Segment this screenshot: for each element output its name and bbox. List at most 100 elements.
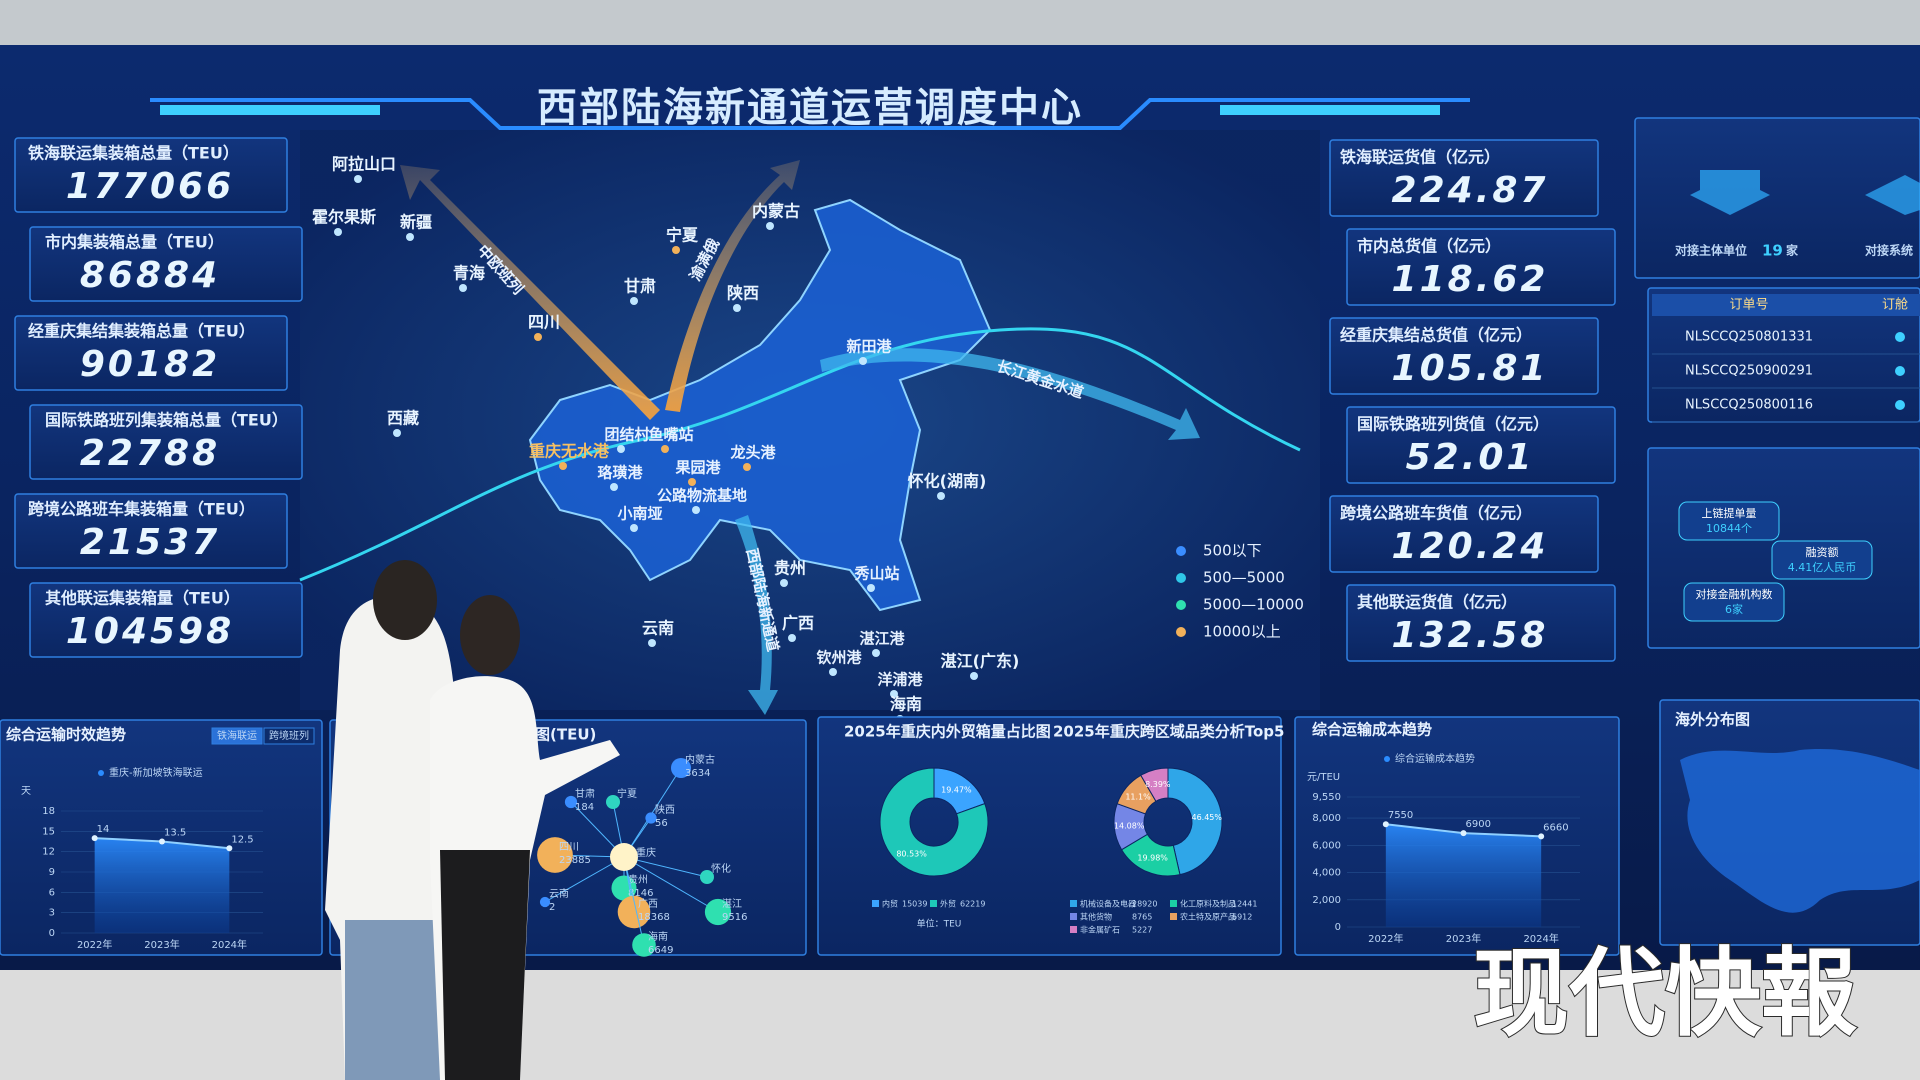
y-tick-label: 6 xyxy=(49,887,55,898)
legend-label: 500以下 xyxy=(1203,542,1262,560)
kpi-label: 国际铁路班列集装箱总量（TEU） xyxy=(45,411,288,430)
place-label: 果园港 xyxy=(674,459,721,477)
y-tick-label: 9 xyxy=(49,867,55,878)
node-value: 56 xyxy=(655,818,668,829)
icon xyxy=(1690,170,1770,215)
node-value: 3634 xyxy=(685,768,710,779)
place-dot xyxy=(937,492,945,500)
pie-slice xyxy=(879,767,989,877)
place-label: 小南垭 xyxy=(617,505,662,523)
legend-label: 重庆-新加坡铁海联运 xyxy=(109,766,203,779)
legend-label: 外贸 xyxy=(940,899,956,909)
kpi-label: 其他联运货值（亿元） xyxy=(1357,593,1517,612)
node-value: 184 xyxy=(575,802,594,813)
legend-swatch xyxy=(872,900,879,907)
link xyxy=(623,856,708,878)
kpi-value: 22788 xyxy=(80,433,220,474)
slice-label: 19.98% xyxy=(1137,853,1168,862)
pie-slice xyxy=(1167,767,1223,876)
legend-label: 化工原料及制品 xyxy=(1180,899,1236,909)
node-value: 6649 xyxy=(648,945,673,956)
x-tick-label: 2022年 xyxy=(1368,932,1403,945)
place-dot xyxy=(559,462,567,470)
node-value: 6家 xyxy=(1725,602,1743,616)
place-dot xyxy=(406,233,414,241)
order-id: NLSCCQ250801331 xyxy=(1685,330,1813,345)
kpi-label: 其他联运集装箱量（TEU） xyxy=(45,589,240,608)
network-node xyxy=(700,870,714,884)
table-head: 订舱 xyxy=(1882,298,1908,313)
area xyxy=(94,838,230,933)
network-node xyxy=(617,895,651,929)
panel xyxy=(1346,228,1616,306)
kpi-label: 经重庆集结集装箱总量（TEU） xyxy=(28,322,255,341)
legend-swatch xyxy=(1070,900,1077,907)
toggle xyxy=(1895,366,1905,376)
tab-label: 跨境班列 xyxy=(269,729,309,742)
legend-label: 内贸 xyxy=(882,899,898,909)
kpi-value: 21537 xyxy=(80,522,220,563)
place-label: 龙头港 xyxy=(729,444,776,462)
node-name: 云南 xyxy=(549,887,569,900)
panel xyxy=(14,137,288,213)
legend-swatch xyxy=(1070,913,1077,920)
place-label: 珞璜港 xyxy=(597,464,643,482)
place-dot xyxy=(872,649,880,657)
node-value: 9516 xyxy=(722,912,747,923)
legend-value: 8765 xyxy=(1132,913,1152,922)
y-tick-label: 18 xyxy=(42,806,55,817)
network-node xyxy=(564,795,578,809)
legend-dot xyxy=(1176,627,1186,637)
node-name: 湛江 xyxy=(722,898,742,910)
order-id: NLSCCQ250800116 xyxy=(1685,398,1813,413)
place-label: 甘肃 xyxy=(624,277,656,296)
y-tick-label: 15 xyxy=(42,826,55,837)
place-label: 阿拉山口 xyxy=(332,155,396,174)
legend-dot xyxy=(1176,573,1186,583)
panel xyxy=(1634,117,1920,279)
chart-title: 2025年重庆内外贸箱量占比图 xyxy=(844,723,1051,741)
place-label: 湛江(广东) xyxy=(941,652,1020,671)
legend-value: 62219 xyxy=(960,900,985,909)
place-label: 重庆无水港 xyxy=(529,442,610,461)
place-label: 四川 xyxy=(528,313,560,332)
floor xyxy=(0,965,1920,1080)
panel-title: 海外分布图 xyxy=(1675,711,1750,729)
slice-label: 80.53% xyxy=(896,849,927,858)
node-name: 陕西 xyxy=(655,803,675,816)
place-dot xyxy=(672,246,680,254)
y-tick-label: 12 xyxy=(42,847,55,858)
place-dot xyxy=(648,639,656,647)
point xyxy=(159,838,165,845)
order-id: NLSCCQ250900291 xyxy=(1685,364,1813,379)
kpi-value: 224.87 xyxy=(1392,170,1549,211)
network-node xyxy=(539,896,551,908)
node-label: 对接金融机构数 xyxy=(1696,587,1773,601)
place-dot xyxy=(890,690,898,698)
network-node xyxy=(704,898,732,926)
kpi-value: 90182 xyxy=(80,344,220,385)
value-label: 6900 xyxy=(1466,819,1491,830)
legend-label: 500—5000 xyxy=(1203,569,1285,587)
place-dot xyxy=(393,429,401,437)
panel xyxy=(29,404,303,480)
kpi-label: 经重庆集结总货值（亿元） xyxy=(1340,326,1532,345)
y-tick-label: 2,000 xyxy=(1312,895,1341,906)
x-tick-label: 2022年 xyxy=(77,938,112,951)
place-dot xyxy=(459,284,467,292)
legend-label: 10000以上 xyxy=(1203,623,1281,641)
pie-slice xyxy=(1140,767,1169,802)
place-dot xyxy=(788,634,796,642)
kpi-value: 86884 xyxy=(80,255,220,296)
node-name: 怀化 xyxy=(711,862,731,875)
value-label: 14 xyxy=(97,824,110,835)
value-label: 12.5 xyxy=(231,834,253,845)
legend-label: 非金属矿石 xyxy=(1080,925,1120,935)
value-label: 13.5 xyxy=(164,828,186,839)
value-label: 6660 xyxy=(1543,822,1568,833)
y-tick-label: 3 xyxy=(49,908,55,919)
chart-title: 2025年重庆跨区域品类分析Top5 xyxy=(1053,723,1284,741)
point xyxy=(91,835,98,842)
place-dot xyxy=(534,333,542,341)
panel xyxy=(29,226,303,302)
